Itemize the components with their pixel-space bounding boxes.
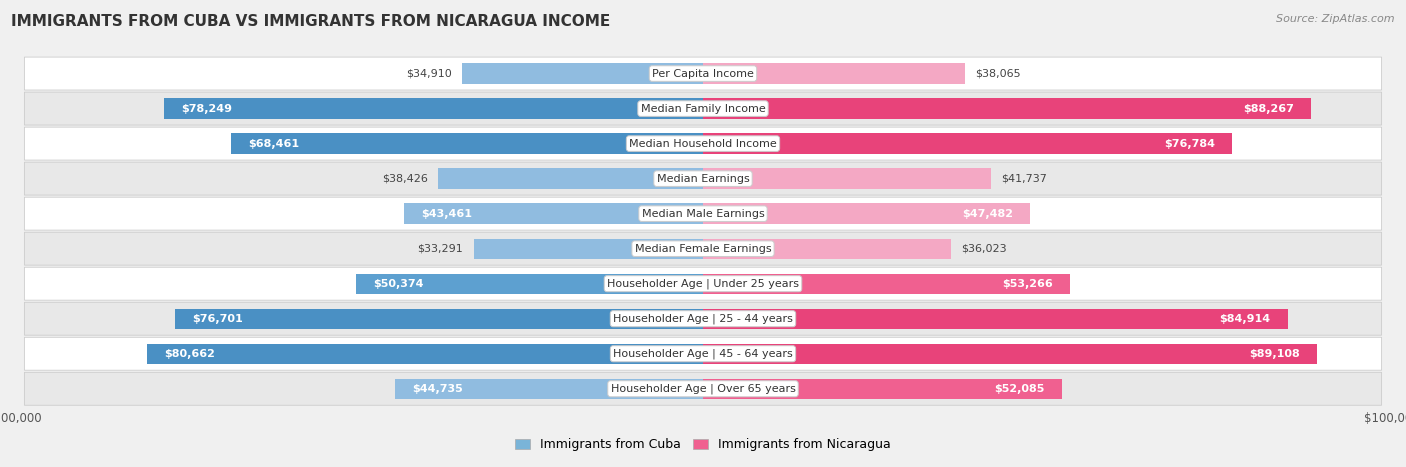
Text: Householder Age | Under 25 years: Householder Age | Under 25 years xyxy=(607,278,799,289)
Text: $34,910: $34,910 xyxy=(406,69,453,78)
Bar xyxy=(703,64,966,84)
Text: Householder Age | 25 - 44 years: Householder Age | 25 - 44 years xyxy=(613,313,793,324)
Text: $53,266: $53,266 xyxy=(1002,279,1053,289)
Bar xyxy=(439,169,703,189)
Bar xyxy=(703,99,1312,119)
FancyBboxPatch shape xyxy=(24,267,1382,300)
Bar xyxy=(174,309,703,329)
FancyBboxPatch shape xyxy=(24,92,1382,125)
Text: Householder Age | 45 - 64 years: Householder Age | 45 - 64 years xyxy=(613,348,793,359)
Text: Source: ZipAtlas.com: Source: ZipAtlas.com xyxy=(1277,14,1395,24)
Bar xyxy=(703,204,1031,224)
Bar xyxy=(703,309,1288,329)
Text: $44,735: $44,735 xyxy=(412,384,463,394)
FancyBboxPatch shape xyxy=(24,197,1382,230)
Bar xyxy=(395,379,703,399)
Text: $33,291: $33,291 xyxy=(418,244,464,254)
FancyBboxPatch shape xyxy=(24,162,1382,195)
Text: $80,662: $80,662 xyxy=(165,349,215,359)
Text: Per Capita Income: Per Capita Income xyxy=(652,69,754,78)
Text: $38,065: $38,065 xyxy=(976,69,1021,78)
Text: $41,737: $41,737 xyxy=(1001,174,1046,184)
FancyBboxPatch shape xyxy=(24,302,1382,335)
Bar xyxy=(474,239,703,259)
Text: IMMIGRANTS FROM CUBA VS IMMIGRANTS FROM NICARAGUA INCOME: IMMIGRANTS FROM CUBA VS IMMIGRANTS FROM … xyxy=(11,14,610,29)
Bar xyxy=(703,239,952,259)
Text: Median Male Earnings: Median Male Earnings xyxy=(641,209,765,219)
Text: Median Female Earnings: Median Female Earnings xyxy=(634,244,772,254)
Bar xyxy=(703,344,1317,364)
Text: $68,461: $68,461 xyxy=(249,139,299,149)
Text: $89,108: $89,108 xyxy=(1249,349,1299,359)
FancyBboxPatch shape xyxy=(24,372,1382,405)
FancyBboxPatch shape xyxy=(24,127,1382,160)
Text: Householder Age | Over 65 years: Householder Age | Over 65 years xyxy=(610,383,796,394)
FancyBboxPatch shape xyxy=(24,57,1382,90)
Text: $76,701: $76,701 xyxy=(191,314,243,324)
Bar xyxy=(703,274,1070,294)
Text: Median Household Income: Median Household Income xyxy=(628,139,778,149)
Text: $43,461: $43,461 xyxy=(420,209,472,219)
Bar xyxy=(463,64,703,84)
Text: $47,482: $47,482 xyxy=(962,209,1012,219)
Text: $84,914: $84,914 xyxy=(1219,314,1271,324)
Text: Median Family Income: Median Family Income xyxy=(641,104,765,113)
Text: $88,267: $88,267 xyxy=(1243,104,1294,113)
Bar xyxy=(148,344,703,364)
Text: $78,249: $78,249 xyxy=(181,104,232,113)
FancyBboxPatch shape xyxy=(24,337,1382,370)
FancyBboxPatch shape xyxy=(24,232,1382,265)
Text: $76,784: $76,784 xyxy=(1164,139,1215,149)
Bar xyxy=(703,169,991,189)
Text: Median Earnings: Median Earnings xyxy=(657,174,749,184)
Bar xyxy=(404,204,703,224)
Legend: Immigrants from Cuba, Immigrants from Nicaragua: Immigrants from Cuba, Immigrants from Ni… xyxy=(510,433,896,456)
Bar xyxy=(165,99,703,119)
Bar xyxy=(356,274,703,294)
Bar xyxy=(232,134,703,154)
Bar xyxy=(703,134,1232,154)
Text: $38,426: $38,426 xyxy=(382,174,427,184)
Text: $52,085: $52,085 xyxy=(994,384,1045,394)
Text: $36,023: $36,023 xyxy=(962,244,1007,254)
Bar xyxy=(703,379,1062,399)
Text: $50,374: $50,374 xyxy=(373,279,423,289)
